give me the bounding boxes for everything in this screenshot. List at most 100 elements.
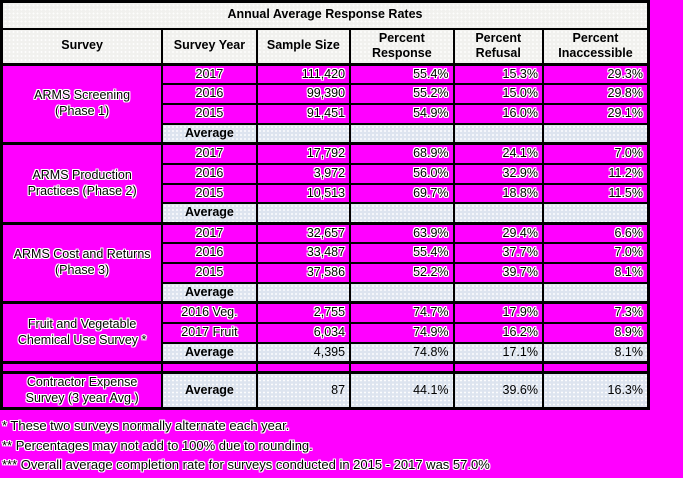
response-rates-table: Annual Average Response Rates Survey Surv…: [0, 0, 650, 411]
table-title: Annual Average Response Rates: [0, 0, 650, 30]
data-row: ARMS Cost and Returns (Phase 3) 2017 32,657…: [0, 221, 650, 304]
survey-year-cell: 2016 Veg.: [161, 301, 258, 324]
percent-inaccessible-cell: 29.1%: [541, 103, 650, 125]
average-sample-size-cell: 4,395: [255, 341, 352, 364]
footnotes: * These two surveys normally alternate e…: [2, 416, 683, 475]
footnote-alternate: * These two surveys normally alternate e…: [2, 418, 290, 434]
average-percent-response-cell: 74.8%: [349, 341, 455, 364]
percent-response-cell: 54.9%: [349, 103, 455, 125]
data-row: 2016 3,972 56.0% 32.9% 11.2%: [2, 162, 650, 185]
title-row: Annual Average Response Rates: [0, 0, 650, 30]
average-label-cell: Average: [161, 122, 258, 145]
average-sample-size-cell: [255, 202, 352, 225]
average-percent-inaccessible-cell: [541, 122, 650, 145]
sample-size-cell: 32,657: [255, 221, 352, 245]
percent-refusal-cell: 37.7%: [452, 242, 544, 264]
percent-response-cell: 68.9%: [349, 142, 455, 165]
average-label-cell: Average: [161, 202, 258, 225]
average-row: Contractor Expense Survey (3 year Avg.) Av…: [0, 371, 650, 410]
sample-size-cell: 10,513: [255, 182, 352, 205]
percent-response-cell: 74.7%: [349, 301, 455, 324]
average-sample-size-cell: 87: [255, 371, 352, 410]
percent-inaccessible-cell: 11.2%: [541, 162, 650, 185]
percent-response-cell: 55.4%: [349, 62, 455, 86]
sample-size-cell: 33,487: [255, 242, 352, 264]
average-row: Average: [2, 202, 650, 225]
average-percent-refusal-cell: 39.6%: [452, 371, 544, 410]
average-percent-inaccessible-cell: [541, 281, 650, 304]
average-label-cell: Average: [161, 341, 258, 364]
survey-year-cell: 2017: [161, 221, 258, 245]
data-row: ARMS Production Practices (Phase 2) 2017 17…: [0, 142, 650, 225]
survey-year-cell: 2015: [161, 262, 258, 284]
percent-inaccessible-cell: 29.3%: [541, 62, 650, 86]
average-row: Average: [2, 281, 650, 304]
percent-refusal-cell: 32.9%: [452, 162, 544, 185]
sample-size-cell: 91,451: [255, 103, 352, 125]
column-header-5: Percent Inaccessible: [541, 27, 650, 66]
average-percent-inaccessible-cell: 16.3%: [541, 371, 650, 410]
survey-year-cell: 2015: [161, 103, 258, 125]
data-row: Fruit and Vegetable Chemical Use Survey *…: [0, 301, 650, 364]
percent-response-cell: 56.0%: [349, 162, 455, 185]
column-header-3: Percent Response: [349, 27, 455, 66]
spacer-row: [0, 361, 650, 374]
spacer-cell: [0, 361, 164, 374]
data-row: ARMS Screening (Phase 1) 2017 111,420 55.4% 1…: [0, 62, 650, 145]
average-percent-response-cell: [349, 281, 455, 304]
sample-size-cell: 37,586: [255, 262, 352, 284]
survey-name-cell: ARMS Cost and Returns (Phase 3): [0, 221, 164, 304]
survey-year-cell: 2015: [161, 182, 258, 205]
column-header-0: Survey: [0, 27, 164, 66]
percent-response-cell: 74.9%: [349, 321, 455, 344]
percent-refusal-cell: 24.1%: [452, 142, 544, 165]
average-percent-inaccessible-cell: 8.1%: [541, 341, 650, 364]
percent-refusal-cell: 18.8%: [452, 182, 544, 205]
percent-response-cell: 55.4%: [349, 242, 455, 264]
survey-year-cell: 2017: [161, 62, 258, 86]
data-row: 2015 37,586 52.2% 39.7% 8.1%: [2, 262, 650, 284]
table-body: ARMS Screening (Phase 1) 2017 111,420 55.4% 1…: [0, 62, 650, 410]
spacer-cell: [541, 361, 650, 374]
spacer-cell: [255, 361, 352, 374]
percent-refusal-cell: 17.9%: [452, 301, 544, 324]
average-label-cell: Average: [161, 281, 258, 304]
survey-name-cell: ARMS Production Practices (Phase 2): [0, 142, 164, 225]
column-header-4: Percent Refusal: [452, 27, 544, 66]
spacer-cell: [452, 361, 544, 374]
sample-size-cell: 3,972: [255, 162, 352, 185]
percent-inaccessible-cell: 6.6%: [541, 221, 650, 245]
sample-size-cell: 6,034: [255, 321, 352, 344]
average-sample-size-cell: [255, 281, 352, 304]
column-header-1: Survey Year: [161, 27, 258, 66]
percent-inaccessible-cell: 7.3%: [541, 301, 650, 324]
percent-refusal-cell: 16.2%: [452, 321, 544, 344]
average-percent-refusal-cell: [452, 281, 544, 304]
percent-response-cell: 52.2%: [349, 262, 455, 284]
average-percent-refusal-cell: 17.1%: [452, 341, 544, 364]
spacer-cell: [349, 361, 455, 374]
average-percent-refusal-cell: [452, 122, 544, 145]
percent-inaccessible-cell: 11.5%: [541, 182, 650, 205]
survey-name-cell: Contractor Expense Survey (3 year Avg.): [0, 371, 164, 410]
survey-year-cell: 2016: [161, 242, 258, 264]
percent-refusal-cell: 29.4%: [452, 221, 544, 245]
percent-inaccessible-cell: 29.8%: [541, 83, 650, 105]
percent-inaccessible-cell: 8.1%: [541, 262, 650, 284]
footnote-rounding: ** Percentages may not add to 100% due t…: [2, 437, 313, 453]
percent-response-cell: 55.2%: [349, 83, 455, 105]
survey-year-cell: 2017 Fruit: [161, 321, 258, 344]
sample-size-cell: 111,420: [255, 62, 352, 86]
survey-name-cell: ARMS Screening (Phase 1): [0, 62, 164, 145]
spacer-cell: [161, 361, 258, 374]
percent-response-cell: 69.7%: [349, 182, 455, 205]
survey-year-cell: 2017: [161, 142, 258, 165]
average-sample-size-cell: [255, 122, 352, 145]
average-percent-response-cell: 44.1%: [349, 371, 455, 410]
percent-refusal-cell: 16.0%: [452, 103, 544, 125]
footnote-overall-rate: *** Overall average completion rate for …: [2, 457, 490, 473]
percent-inaccessible-cell: 7.0%: [541, 242, 650, 264]
average-row: Average 4,395 74.8% 17.1% 8.1%: [2, 341, 650, 364]
column-header-row: Survey Survey Year Sample Size Percent Resp…: [0, 27, 650, 66]
